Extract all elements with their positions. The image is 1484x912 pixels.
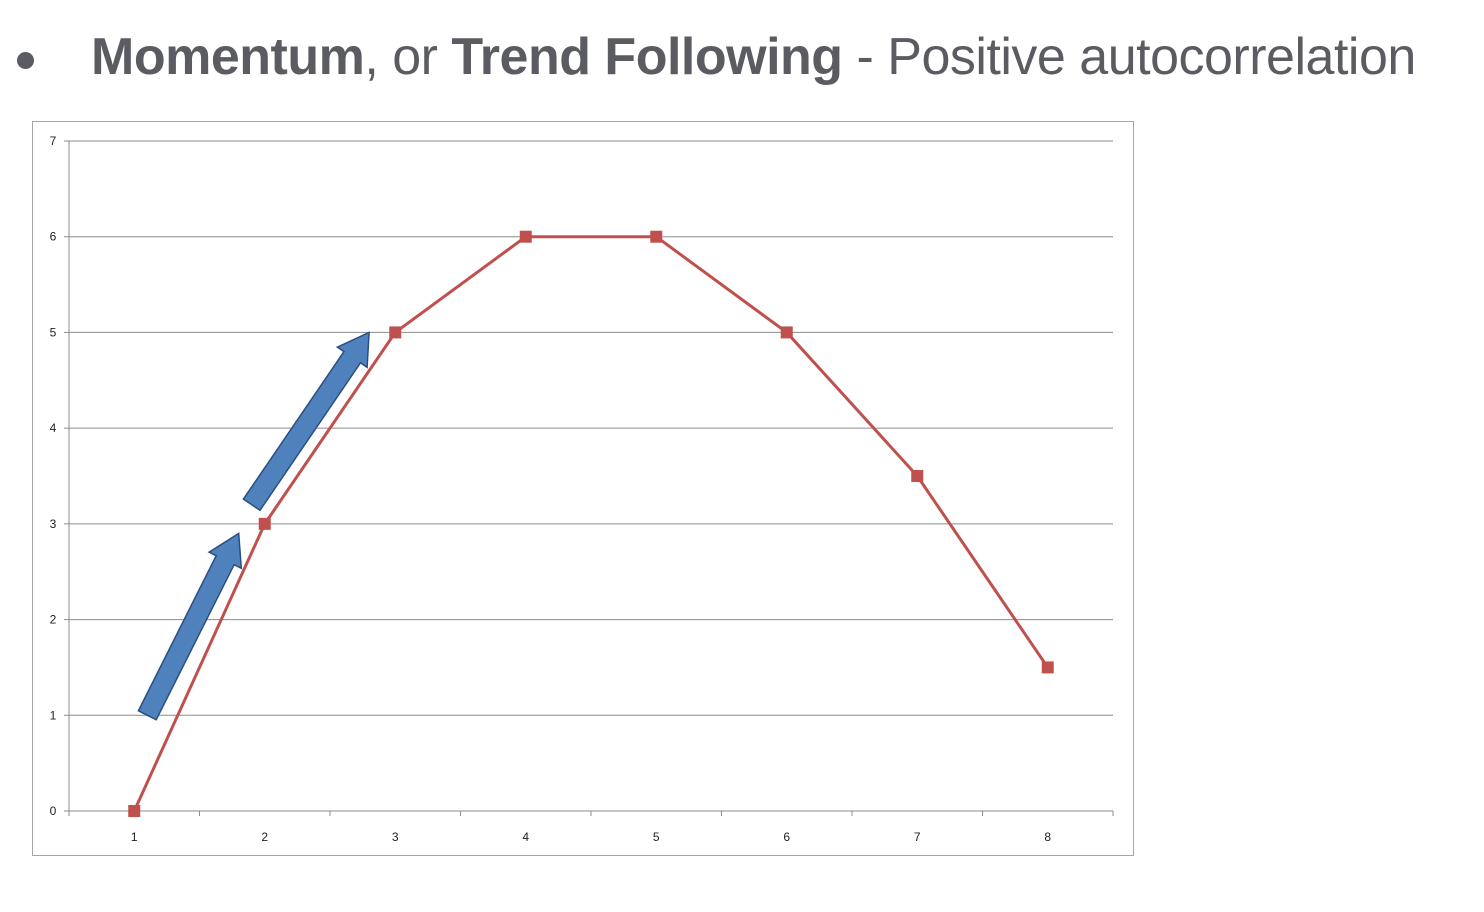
x-tick-label: 2 (261, 830, 268, 844)
x-tick-label: 4 (522, 830, 529, 844)
slide-heading: Momentum, or Trend Following - Positive … (91, 26, 1416, 88)
y-tick-label: 3 (50, 517, 57, 531)
x-tick-label: 5 (653, 830, 660, 844)
heading-separator-dash: - (842, 28, 888, 86)
data-point-marker (911, 470, 924, 482)
heading-term-momentum: Momentum (91, 28, 365, 86)
y-tick-label: 1 (50, 708, 57, 722)
data-point-marker (650, 230, 663, 243)
y-tick-labels: 0 1 2 3 4 5 6 7 (50, 134, 57, 818)
y-tick-label: 0 (50, 804, 57, 818)
x-tick-label: 6 (783, 830, 790, 844)
y-tick-label: 7 (50, 134, 57, 148)
bullet-line: Momentum, or Trend Following - Positive … (0, 22, 1484, 92)
chart-frame: 0 1 2 3 4 5 6 7 1 2 3 4 5 6 7 8 (32, 121, 1134, 856)
data-point-marker (128, 805, 141, 817)
data-point-marker (389, 326, 402, 339)
heading-separator-or: , or (364, 28, 452, 86)
axes (64, 140, 1114, 816)
data-point-marker (258, 517, 271, 530)
x-tick-labels: 1 2 3 4 5 6 7 8 (131, 830, 1052, 844)
line-chart: 0 1 2 3 4 5 6 7 1 2 3 4 5 6 7 8 (50, 134, 1114, 844)
series-line-path (132, 235, 1049, 812)
series-line (132, 235, 1049, 812)
trend-arrow-icon (242, 331, 370, 512)
heading-description: Positive autocorrelation (887, 28, 1416, 86)
series-markers (128, 230, 1054, 817)
x-tick-label: 7 (914, 830, 921, 844)
y-tick-label: 2 (50, 613, 57, 627)
x-tick-label: 8 (1044, 830, 1051, 844)
bullet-dot-icon (17, 52, 34, 69)
heading-term-trend-following: Trend Following (451, 28, 843, 86)
data-point-marker (519, 230, 532, 243)
gridlines (69, 140, 1113, 716)
data-point-marker (780, 326, 793, 339)
y-tick-label: 4 (50, 421, 57, 435)
y-tick-label: 5 (50, 325, 57, 339)
y-tick-label: 6 (50, 230, 57, 244)
data-point-marker (1041, 661, 1054, 674)
x-tick-label: 3 (392, 830, 399, 844)
x-tick-label: 1 (131, 830, 138, 844)
trend-arrows (137, 331, 370, 721)
trend-arrow-icon (137, 532, 243, 721)
